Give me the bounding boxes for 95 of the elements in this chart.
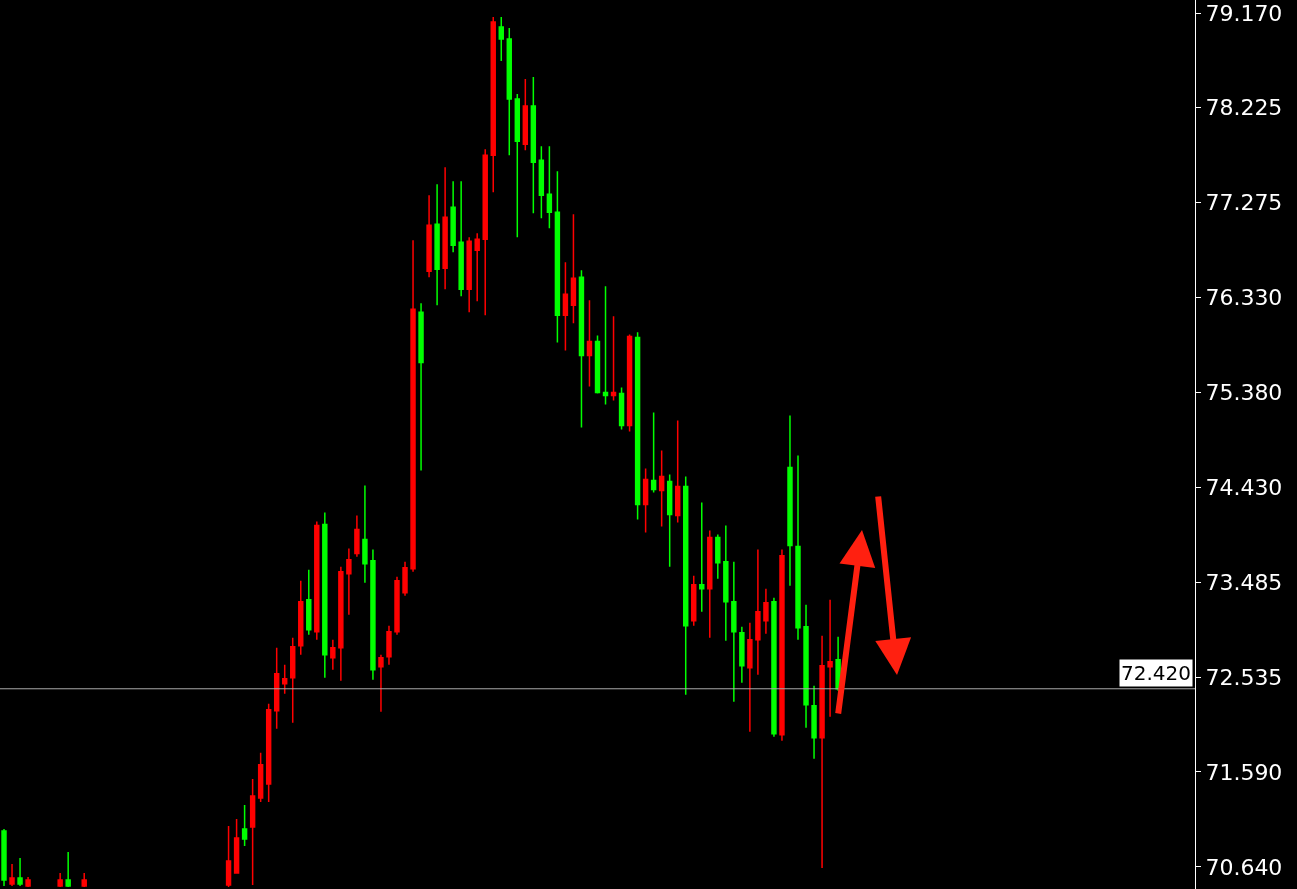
candlestick <box>522 78 529 151</box>
candlestick <box>707 529 713 639</box>
candlestick <box>546 145 553 230</box>
candlestick <box>723 524 729 642</box>
y-tick-label: 78.225 <box>1205 95 1283 121</box>
candlestick <box>578 269 585 429</box>
candlestick <box>691 574 697 627</box>
candlestick <box>538 145 545 219</box>
candlestick <box>362 484 368 584</box>
candlestick <box>306 568 312 636</box>
candlestick <box>474 232 480 303</box>
candlestick <box>514 93 521 239</box>
candlestick <box>386 624 392 666</box>
candlestick <box>763 587 769 635</box>
candlestick <box>426 194 432 279</box>
candlestick <box>554 170 561 344</box>
candlestick <box>490 16 496 193</box>
candlestick <box>322 511 328 679</box>
candlestick <box>298 579 304 656</box>
candlestick <box>338 565 344 682</box>
y-tick-label: 77.275 <box>1205 190 1283 216</box>
candlestick <box>330 638 336 671</box>
candlestick <box>225 825 232 888</box>
candlestick <box>466 236 472 314</box>
ref-line-label: 72.420 <box>1121 661 1191 685</box>
candlestick <box>747 621 753 733</box>
candlestick <box>699 501 705 613</box>
candlestick <box>17 857 23 887</box>
candlestick <box>418 302 424 472</box>
candlestick <box>658 449 665 528</box>
candlestick <box>570 213 577 325</box>
candlestick <box>482 148 488 317</box>
candlestick <box>835 635 841 692</box>
y-tick-label: 74.430 <box>1205 475 1283 501</box>
candlestick <box>498 16 504 62</box>
y-tick-label: 73.485 <box>1205 569 1283 595</box>
candlestick <box>9 863 15 887</box>
candlestick <box>626 333 633 433</box>
candlestick <box>827 598 833 718</box>
candlestick <box>755 548 761 676</box>
candlestick <box>586 299 593 388</box>
candlestick <box>771 596 777 738</box>
candlestick <box>394 575 400 636</box>
candlestick <box>25 876 31 888</box>
candlestick <box>290 636 296 724</box>
y-tick-label: 76.330 <box>1205 285 1283 311</box>
candlestick <box>402 560 408 597</box>
candlestick <box>314 520 320 641</box>
candlestick <box>787 414 793 587</box>
y-tick-label: 79.170 <box>1205 0 1283 26</box>
candlestick <box>233 818 240 874</box>
candlestick <box>1 828 7 887</box>
candlestick <box>642 467 649 534</box>
candlestick <box>506 27 512 156</box>
candlestick <box>442 166 448 291</box>
candlestick <box>410 239 416 573</box>
candlestick <box>618 386 625 431</box>
y-tick-label: 70.640 <box>1205 854 1283 880</box>
candlestick <box>530 76 537 214</box>
candlestick <box>650 411 657 494</box>
candlestick <box>811 685 817 760</box>
candlestick <box>273 646 280 730</box>
candlestick <box>715 533 721 580</box>
candlestick <box>803 603 809 729</box>
candlestick <box>602 285 609 406</box>
candlestick <box>434 183 440 307</box>
candlestick <box>450 180 456 254</box>
candlestick <box>65 851 71 888</box>
candlestick <box>683 475 689 696</box>
candlestick <box>634 331 641 521</box>
candlestick <box>666 473 673 568</box>
candlestick <box>257 752 264 803</box>
candlestick <box>81 872 87 888</box>
candlestick <box>346 547 352 616</box>
candlestick <box>378 653 384 713</box>
candlestick <box>594 334 601 395</box>
candlestick <box>739 625 745 684</box>
candlestick <box>370 548 376 681</box>
candlestick <box>249 778 256 886</box>
candlestick <box>282 664 288 695</box>
candlestick <box>458 180 464 298</box>
candlestick <box>57 872 63 888</box>
candlestick <box>779 548 785 742</box>
candlestick <box>819 634 825 869</box>
candlestick <box>731 560 737 703</box>
candlestick <box>241 804 248 847</box>
candlestick <box>610 315 617 402</box>
y-tick-label: 72.535 <box>1205 664 1283 690</box>
candlestick <box>354 514 360 558</box>
candlestick <box>265 703 272 803</box>
y-tick-label: 75.380 <box>1205 380 1283 406</box>
candlestick <box>562 261 569 352</box>
y-tick-label: 71.590 <box>1205 759 1283 785</box>
candlestick <box>674 419 681 524</box>
candlestick <box>795 454 801 641</box>
